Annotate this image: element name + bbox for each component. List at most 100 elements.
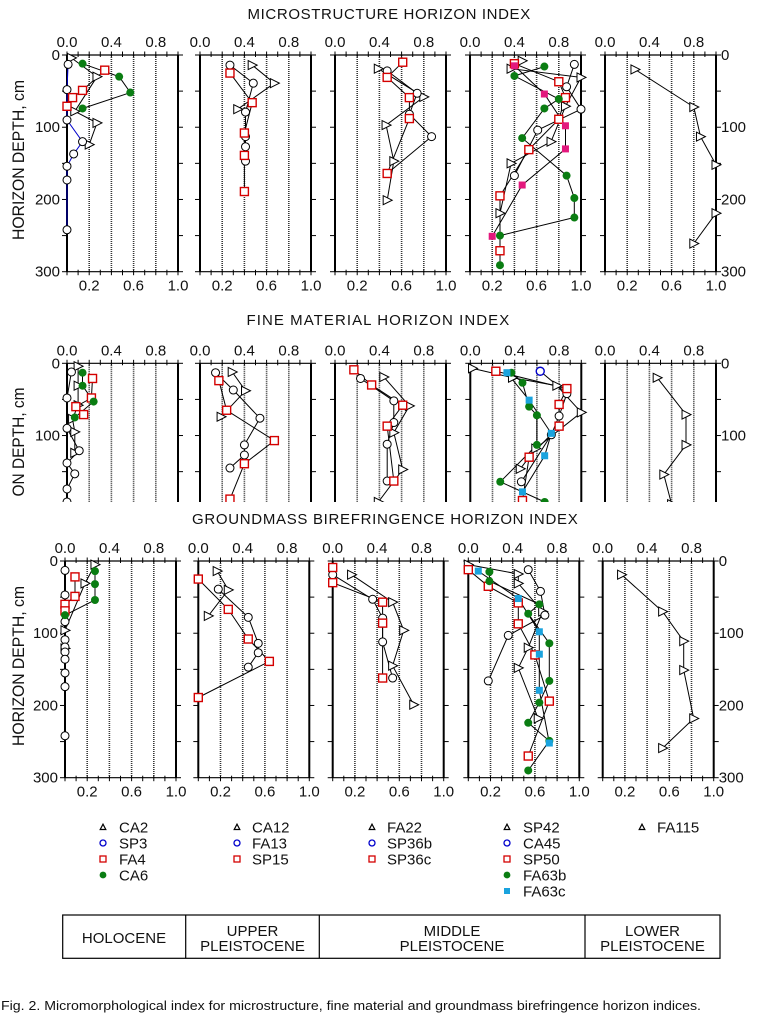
- bottom-tick-label: 0.2: [344, 784, 365, 801]
- top-tick-label: 0.8: [548, 34, 569, 51]
- circle-marker: [62, 161, 72, 171]
- legend-label: FA22: [387, 820, 422, 837]
- triangle-marker: [398, 464, 409, 475]
- legend-label: SP36c: [387, 852, 432, 869]
- right-y-tick-label: 0: [721, 47, 729, 64]
- square-marker: [71, 401, 81, 412]
- triangle-marker: [247, 59, 259, 71]
- circle-marker: [239, 450, 249, 460]
- panel-3: 0.0 0.4 0.8 0.2 0.6 1.0: [325, 34, 457, 295]
- circle-marker: [239, 440, 249, 450]
- square-marker: [70, 591, 80, 602]
- dot-marker: [78, 59, 87, 68]
- top-tick-label: 0.0: [325, 342, 346, 359]
- square-marker: [513, 619, 523, 629]
- square-marker: [560, 92, 571, 103]
- epoch-middle-pleistocene-line1: MIDDLE: [424, 923, 481, 940]
- series-line-fa63c: [491, 65, 566, 237]
- filled-square-marker: [474, 567, 482, 575]
- dot-marker: [126, 88, 135, 97]
- circle-marker: [427, 132, 437, 142]
- epoch-holocene: HOLOCENE: [82, 930, 166, 947]
- panel-data: [630, 64, 723, 249]
- triangle-marker: [695, 131, 707, 142]
- triangle-marker: [689, 238, 700, 249]
- panel-3: 0.0 0.4 0.8: [325, 342, 451, 502]
- filled-square-marker: [510, 62, 518, 70]
- filled-square-marker: [518, 488, 526, 496]
- top-tick-label: 0.0: [460, 34, 481, 51]
- square-icon: [233, 855, 241, 863]
- left-y-tick-label: 300: [33, 770, 58, 787]
- bottom-tick-label: 0.6: [121, 784, 142, 801]
- square-marker: [239, 128, 250, 138]
- triangle-marker: [533, 713, 545, 724]
- top-tick-label: 0.8: [549, 342, 570, 359]
- bottom-tick-label: 1.0: [571, 278, 592, 295]
- dot-marker: [61, 611, 69, 620]
- top-tick-label: 0.8: [547, 540, 568, 557]
- circle-marker: [70, 469, 80, 479]
- series-sp36c: [328, 562, 388, 683]
- triangle-icon: [503, 822, 511, 831]
- dot-marker: [495, 261, 504, 270]
- top-tick-label: 0.4: [502, 540, 523, 557]
- dot-marker: [70, 413, 79, 422]
- triangle-marker: [73, 360, 85, 372]
- series-ca12: [216, 366, 252, 423]
- triangle-marker: [659, 469, 670, 480]
- triangle-marker: [513, 568, 525, 580]
- legend-item: SP36c: [368, 852, 432, 869]
- filled-square-marker: [535, 686, 543, 694]
- series-sp3: [62, 59, 88, 235]
- triangle-marker: [552, 380, 563, 392]
- top-tick-label: 0.0: [595, 342, 616, 359]
- panel-data: [488, 55, 588, 270]
- circle-marker: [62, 175, 72, 185]
- legend-item: CA2: [99, 820, 148, 837]
- panel-1: 0.0 0.4 0.8 0 100: [35, 342, 183, 502]
- legend-item: CA6: [99, 868, 148, 885]
- square-icon: [99, 855, 107, 863]
- dot-marker: [524, 609, 533, 618]
- circle-marker: [368, 594, 378, 604]
- triangle-marker: [212, 565, 224, 577]
- circle-marker: [253, 648, 263, 658]
- filled-square-marker: [561, 145, 569, 153]
- square-marker: [349, 365, 359, 375]
- left-y-tick-label: 200: [35, 191, 60, 208]
- panel-4: 0.0 0.4 0.8 0.2 0.6 1.0: [460, 34, 592, 295]
- square-marker: [389, 476, 399, 486]
- triangle-icon: [233, 822, 241, 831]
- circle-icon: [99, 839, 107, 847]
- triangle-marker: [227, 366, 239, 378]
- triangle-marker: [92, 71, 104, 82]
- bottom-tick-label: 0.6: [526, 278, 547, 295]
- triangle-marker: [233, 103, 244, 115]
- series-sp3: [60, 565, 70, 741]
- panel-data: [463, 559, 555, 775]
- triangle-marker: [689, 713, 700, 724]
- panel-data: [349, 365, 416, 502]
- circle-marker: [243, 662, 253, 672]
- circle-marker: [253, 638, 263, 648]
- panel-3: 0.0 0.4 0.8 0.2 0.6 1.0: [322, 540, 454, 801]
- legend-item: SP15: [233, 852, 289, 869]
- top-tick-label: 0.0: [460, 342, 481, 359]
- left-y-tick-label: 300: [35, 264, 60, 281]
- legend-item: CA12: [233, 820, 290, 837]
- dot-marker: [518, 378, 527, 387]
- circle-marker: [62, 423, 72, 433]
- panel-data: [62, 360, 98, 502]
- bottom-tick-label: 1.0: [299, 784, 320, 801]
- square-marker: [491, 366, 501, 376]
- square-marker: [100, 65, 110, 75]
- bottom-tick-label: 0.6: [254, 784, 275, 801]
- triangle-marker: [389, 155, 400, 167]
- square-marker: [554, 77, 564, 87]
- square-marker: [524, 144, 534, 155]
- series-sp36c: [382, 57, 415, 179]
- dot-marker: [90, 596, 99, 605]
- bottom-tick-label: 1.0: [433, 784, 454, 801]
